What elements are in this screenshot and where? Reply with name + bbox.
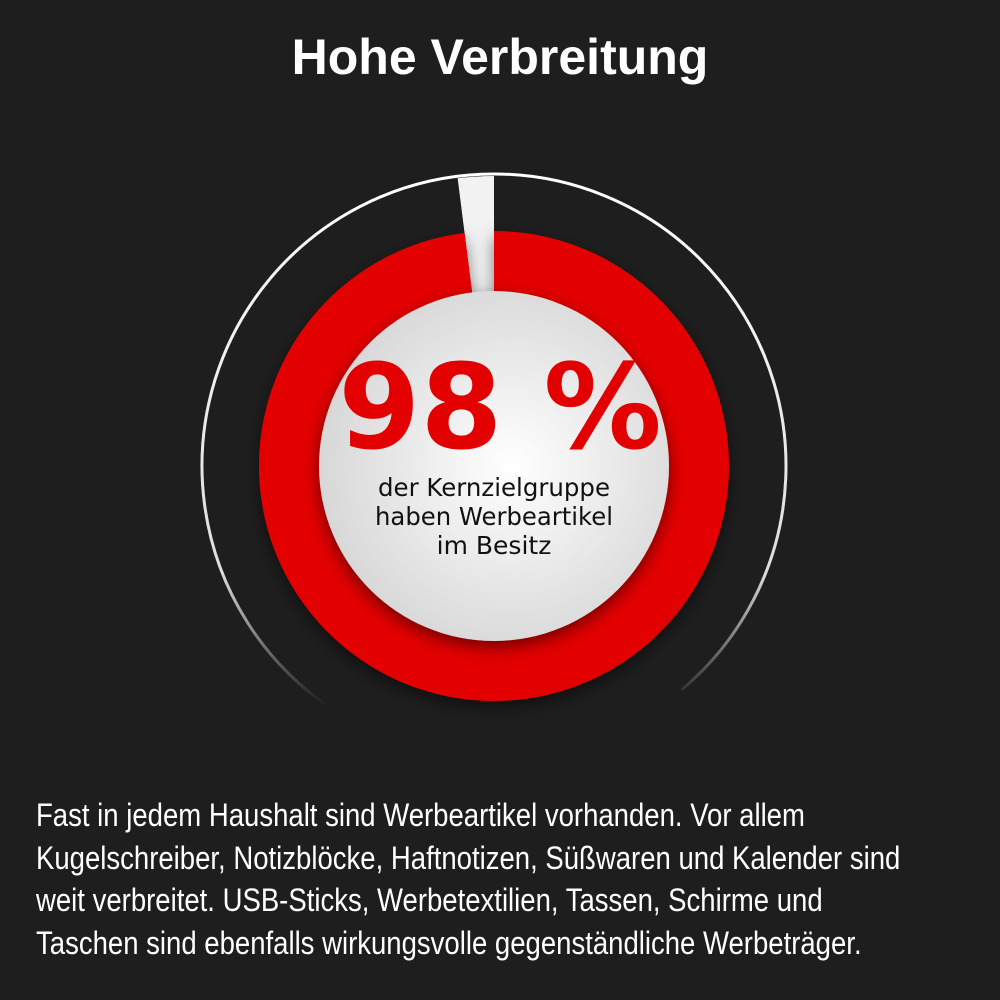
donut-center-disc (319, 291, 669, 641)
page-title: Hohe Verbreitung (291, 29, 709, 85)
value-label: 98 % (338, 338, 662, 476)
outer-decorative-ring (200, 172, 788, 707)
body-line: Kugelschreiber, Notizblöcke, Haftnotizen… (36, 839, 901, 876)
body-line: weit verbreitet. USB-Sticks, Werbetextil… (36, 882, 823, 918)
caption-line: im Besitz (437, 531, 552, 560)
body-text: Fast in jedem Haushalt sind Werbeartikel… (36, 794, 900, 964)
donut-chart: 98 % der Kernzielgruppe haben Werbeartik… (200, 172, 788, 707)
caption-line: haben Werbeartikel (375, 502, 613, 531)
caption-line: der Kernzielgruppe (378, 473, 610, 502)
donut-segment-remaining (457, 176, 494, 298)
body-line: Taschen sind ebenfalls wirkungsvolle geg… (36, 924, 862, 961)
body-line: Fast in jedem Haushalt sind Werbeartikel… (36, 797, 805, 833)
